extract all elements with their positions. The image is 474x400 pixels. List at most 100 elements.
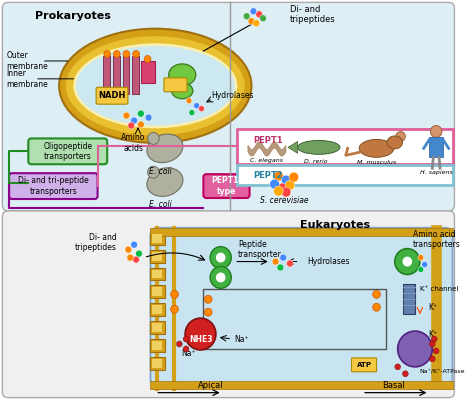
Circle shape [396,132,405,142]
Circle shape [418,255,424,260]
Text: NHE3: NHE3 [189,334,212,344]
FancyBboxPatch shape [203,174,250,198]
Circle shape [183,346,189,352]
Circle shape [398,331,432,367]
Circle shape [395,364,401,370]
Text: PEPT1: PEPT1 [254,136,283,145]
FancyBboxPatch shape [2,211,455,398]
Ellipse shape [59,29,252,143]
Text: E. coli: E. coli [149,167,172,176]
Ellipse shape [147,134,183,163]
Bar [153,359,162,368]
Circle shape [273,171,283,181]
Text: Eukaryotes: Eukaryotes [300,220,370,230]
Text: Hydrolases: Hydrolases [307,257,350,266]
Text: K⁺: K⁺ [428,330,438,338]
Ellipse shape [147,168,183,196]
Circle shape [277,183,287,193]
Circle shape [171,305,178,313]
Text: Apical: Apical [198,381,224,390]
Bar [153,305,162,314]
FancyBboxPatch shape [352,358,376,372]
Text: E. coli: E. coli [149,200,172,209]
Circle shape [431,336,437,342]
Ellipse shape [172,83,193,99]
Circle shape [145,114,152,121]
Circle shape [285,180,295,190]
Circle shape [204,308,212,316]
Circle shape [287,260,293,267]
Text: Na⁺: Na⁺ [235,334,249,344]
Text: Outer
membrane: Outer membrane [6,51,48,71]
Bar [153,270,162,278]
Text: Basal: Basal [383,381,405,390]
Circle shape [243,13,250,20]
Bar [132,56,139,94]
FancyBboxPatch shape [150,228,453,387]
Bar [149,357,165,370]
Circle shape [250,8,257,15]
Text: Na⁺/K⁺-ATPase: Na⁺/K⁺-ATPase [420,368,465,373]
Bar [153,234,162,243]
Circle shape [147,166,159,178]
Circle shape [133,50,139,58]
Text: Amino acid
transporters: Amino acid transporters [413,230,461,250]
Text: C. elegans: C. elegans [250,158,283,163]
FancyBboxPatch shape [9,173,98,199]
Circle shape [123,112,130,119]
Text: Hydrolases: Hydrolases [211,91,254,100]
Text: Di- and
tripeptides: Di- and tripeptides [75,233,117,252]
Circle shape [123,50,130,58]
Ellipse shape [73,43,238,129]
Bar [150,228,453,236]
Polygon shape [288,142,298,153]
Circle shape [210,247,231,268]
FancyBboxPatch shape [96,87,128,104]
Circle shape [248,18,255,25]
Ellipse shape [76,46,235,126]
Text: Amino
acids: Amino acids [121,134,146,153]
Circle shape [204,295,212,303]
Circle shape [171,290,178,298]
Text: Di- and tri-peptide
transporters: Di- and tri-peptide transporters [18,176,89,196]
Bar [203,289,386,349]
Circle shape [176,341,182,347]
Circle shape [277,264,284,271]
Circle shape [418,266,424,272]
Circle shape [272,258,279,265]
Bar [149,303,165,316]
Bar [237,128,453,164]
Circle shape [373,290,380,298]
Text: Inner
membrane: Inner membrane [6,69,48,88]
Circle shape [216,253,226,262]
Circle shape [273,186,283,196]
Text: PEPT2: PEPT2 [254,171,283,180]
Bar [153,287,162,296]
Circle shape [128,122,135,129]
Circle shape [136,250,142,257]
Circle shape [186,98,192,104]
Text: Na⁺: Na⁺ [182,350,196,358]
Bar [429,138,443,157]
Circle shape [125,246,132,253]
Bar [149,286,165,298]
Circle shape [289,172,299,182]
Bar [149,268,165,280]
Bar [149,339,165,352]
Circle shape [183,336,189,342]
Circle shape [256,11,263,18]
Bar [141,61,155,83]
Text: Oligopeptide
transporters: Oligopeptide transporters [43,142,92,161]
Circle shape [147,132,159,144]
Bar [149,250,165,262]
Circle shape [281,175,291,185]
Circle shape [185,318,216,350]
Ellipse shape [359,140,394,157]
Bar [123,56,129,94]
Ellipse shape [298,140,340,154]
Text: PEPT1-
type: PEPT1- type [211,176,242,196]
Circle shape [131,117,137,124]
Circle shape [402,371,408,377]
Text: H. sapiens: H. sapiens [420,170,453,175]
Circle shape [402,257,412,266]
